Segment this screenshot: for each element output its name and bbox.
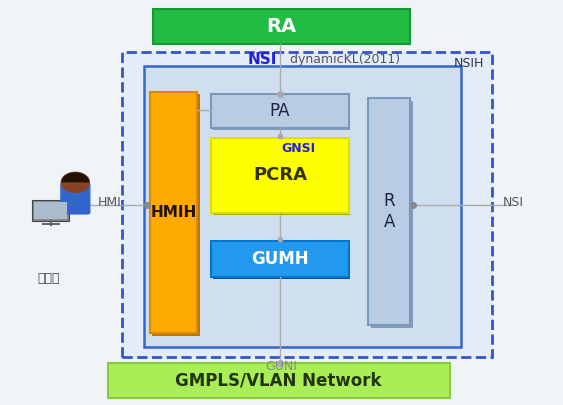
Text: HMI: HMI (98, 196, 122, 209)
Bar (152, 94, 200, 336)
Circle shape (61, 173, 90, 192)
Text: PCRA: PCRA (253, 166, 307, 184)
Wedge shape (61, 173, 90, 182)
Bar (368, 98, 410, 325)
Text: GUMH: GUMH (251, 250, 309, 268)
Text: NSI: NSI (248, 52, 277, 67)
Text: HMIH: HMIH (150, 205, 197, 220)
Text: dynamicKL(2011): dynamicKL(2011) (282, 53, 400, 66)
Bar (212, 241, 348, 277)
Bar (212, 138, 348, 213)
Bar (153, 9, 410, 44)
Bar (150, 92, 198, 333)
Bar (108, 363, 450, 398)
Bar (34, 202, 67, 220)
Text: NSIH: NSIH (454, 57, 484, 70)
Text: GMPLS/VLAN Network: GMPLS/VLAN Network (176, 371, 382, 390)
Bar (122, 52, 491, 357)
Text: 관리자: 관리자 (38, 273, 60, 286)
Bar (213, 96, 350, 130)
FancyBboxPatch shape (60, 182, 91, 215)
Text: PA: PA (270, 102, 291, 120)
Text: GUNI: GUNI (266, 360, 297, 373)
Bar (32, 200, 69, 221)
Bar (42, 223, 60, 226)
Text: RA: RA (266, 17, 297, 36)
Bar (370, 101, 413, 328)
Bar (213, 140, 350, 215)
Text: NSI: NSI (503, 196, 524, 209)
Bar (144, 66, 461, 347)
Text: GNSI: GNSI (282, 142, 316, 155)
Bar (212, 94, 348, 128)
Bar (213, 243, 350, 279)
Text: R
A: R A (383, 192, 395, 231)
